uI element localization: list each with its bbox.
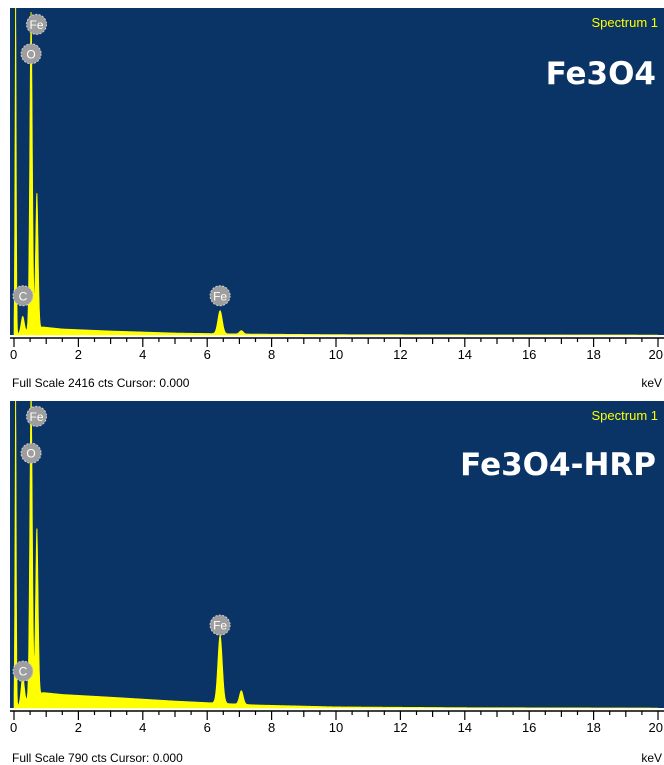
- x-axis-ticks: 0 2 4 6 8 10 12 14 16 18 20: [10, 338, 663, 362]
- element-badge-text: C: [19, 665, 28, 679]
- x-axis-unit-label: keV: [641, 376, 662, 390]
- element-badge-text: O: [26, 447, 35, 461]
- element-badge-fe: Fe: [210, 615, 230, 635]
- spectrum-name-label: Spectrum 1: [592, 408, 658, 423]
- x-axis-tick-label: 4: [139, 720, 146, 735]
- x-axis-tick-label: 12: [393, 347, 407, 362]
- x-axis-tick-label: 4: [139, 347, 146, 362]
- element-badge-text: C: [19, 289, 28, 303]
- x-axis-tick-label: 20: [649, 720, 663, 735]
- x-axis-tick-label: 8: [268, 720, 275, 735]
- spectrum-panel-fe3o4: Fe O C Fe Spectrum 1 Fe3O4 0 2 4 6 8 10 12 14 16 18 2…: [0, 0, 664, 392]
- x-axis-tick-label: 20: [649, 347, 663, 362]
- x-axis-tick-label: 18: [586, 720, 600, 735]
- x-axis-tick-label: 0: [10, 347, 17, 362]
- element-badge-o: O: [21, 443, 41, 463]
- x-axis-tick-label: 16: [522, 347, 536, 362]
- element-badge-fe: Fe: [27, 14, 47, 34]
- element-badge-text: Fe: [213, 619, 227, 633]
- full-scale-readout: Full Scale 790 cts Cursor: 0.000: [12, 751, 183, 765]
- x-axis-tick-label: 10: [329, 720, 343, 735]
- x-axis-tick-label: 14: [458, 720, 472, 735]
- x-axis-tick-label: 0: [10, 720, 17, 735]
- x-axis-tick-label: 2: [75, 720, 82, 735]
- spectrum-panel-fe3o4-hrp: Fe O C Fe Spectrum 1 Fe3O4-HRP 0 2 4 6 8 10 12 14 1…: [0, 398, 664, 765]
- x-axis-tick-label: 2: [75, 347, 82, 362]
- x-axis-tick-label: 12: [393, 720, 407, 735]
- element-badge-c: C: [13, 286, 33, 306]
- x-axis-tick-label: 18: [586, 347, 600, 362]
- x-axis-tick-label: 6: [204, 347, 211, 362]
- x-axis-tick-label: 16: [522, 720, 536, 735]
- sample-title: Fe3O4: [546, 56, 656, 92]
- spectrum-chart-fe3o4: Fe O C Fe Spectrum 1 Fe3O4 0 2 4 6 8 10 12 14 16 18 2…: [0, 0, 664, 392]
- full-scale-readout: Full Scale 2416 cts Cursor: 0.000: [12, 376, 190, 390]
- x-axis-ticks: 0 2 4 6 8 10 12 14 16 18 20: [10, 711, 663, 735]
- spectrum-name-label: Spectrum 1: [592, 15, 658, 30]
- element-badge-text: Fe: [30, 410, 44, 424]
- sample-title: Fe3O4-HRP: [460, 447, 656, 483]
- spectrum-chart-fe3o4-hrp: Fe O C Fe Spectrum 1 Fe3O4-HRP 0 2 4 6 8 10 12 14 1…: [0, 398, 664, 765]
- element-badge-c: C: [13, 661, 33, 681]
- element-badge-fe: Fe: [210, 286, 230, 306]
- element-badge-o: O: [21, 44, 41, 64]
- element-badge-fe: Fe: [27, 406, 47, 426]
- x-axis-tick-label: 8: [268, 347, 275, 362]
- x-axis-tick-label: 6: [204, 720, 211, 735]
- element-badge-text: Fe: [213, 289, 227, 303]
- element-badge-text: O: [26, 47, 35, 61]
- x-axis-tick-label: 14: [458, 347, 472, 362]
- x-axis-tick-label: 10: [329, 347, 343, 362]
- x-axis-unit-label: keV: [641, 751, 662, 765]
- element-badge-text: Fe: [30, 18, 44, 32]
